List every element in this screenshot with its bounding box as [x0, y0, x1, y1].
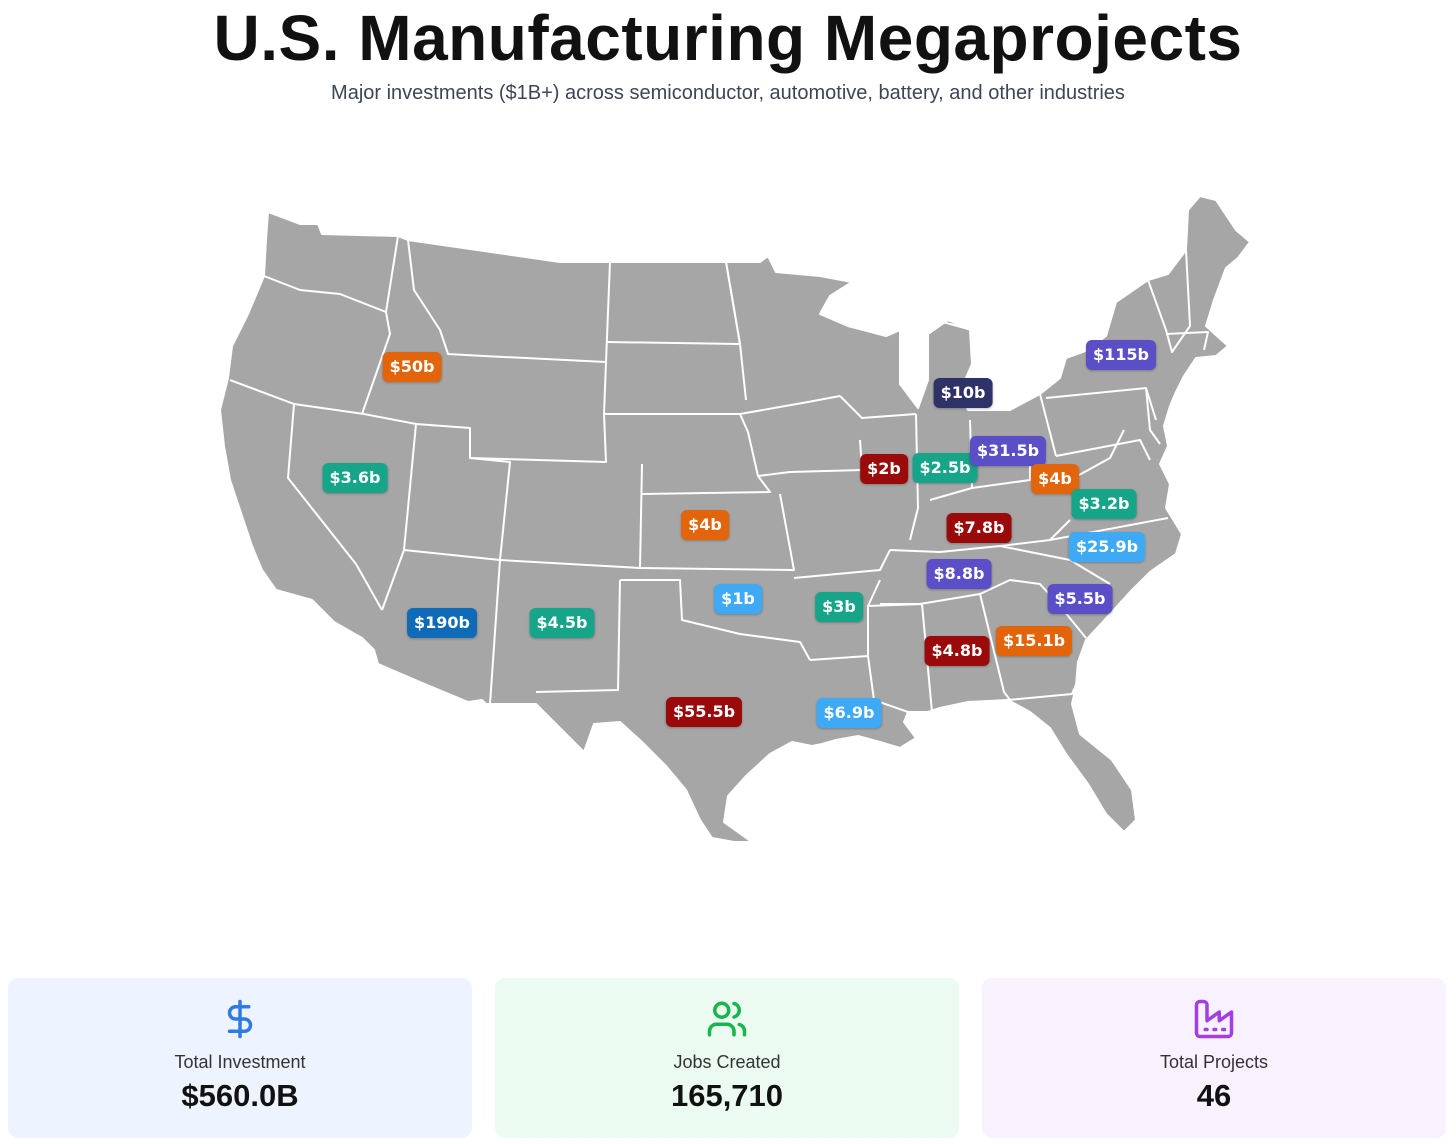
- page-title: U.S. Manufacturing Megaprojects: [213, 2, 1243, 74]
- us-map-shape: [219, 195, 1251, 843]
- az-nm: [489, 559, 501, 705]
- us-map: $50b $3.6b $190b $4.5b $4b $1b $55.5b $3b $6.9b $…: [219, 195, 1251, 843]
- id-boundary: [361, 235, 399, 415]
- mi-upper: [885, 317, 973, 337]
- factory-icon: [1193, 998, 1235, 1040]
- project-badge-nevada[interactable]: $3.6b: [322, 463, 388, 493]
- stat-value: $560.0B: [181, 1078, 299, 1113]
- users-icon: [706, 998, 748, 1040]
- project-badge-ohio[interactable]: $31.5b: [969, 436, 1047, 466]
- project-badge-arkansas[interactable]: $3b: [815, 592, 863, 622]
- project-badge-michigan[interactable]: $10b: [933, 378, 993, 408]
- mn-ia: [739, 395, 841, 415]
- project-badge-oklahoma[interactable]: $1b: [714, 584, 762, 614]
- stat-label: Total Investment: [174, 1052, 306, 1072]
- us-outline: [219, 195, 1251, 843]
- project-badge-arizona[interactable]: $190b: [407, 608, 477, 638]
- project-badge-kentucky[interactable]: $7.8b: [946, 513, 1012, 543]
- stat-label: Total Projects: [1159, 1052, 1269, 1072]
- ks-ok: [639, 493, 795, 571]
- project-badge-south-carolina[interactable]: $5.5b: [1047, 584, 1113, 614]
- stat-card-jobs-created: Jobs Created 165,710: [495, 978, 959, 1138]
- project-badge-georgia[interactable]: $15.1b: [995, 626, 1073, 656]
- project-badge-tennessee[interactable]: $8.8b: [926, 559, 992, 589]
- project-badge-louisiana[interactable]: $6.9b: [816, 698, 882, 728]
- dollar-icon: [219, 998, 261, 1040]
- ut-az: [403, 423, 511, 561]
- nj: [1145, 387, 1161, 445]
- project-badge-texas[interactable]: $55.5b: [665, 697, 743, 727]
- ms-la-border: [867, 579, 881, 656]
- al-ga: [979, 593, 1011, 701]
- project-badge-virginia[interactable]: $3.2b: [1071, 489, 1137, 519]
- project-badge-alabama[interactable]: $4.8b: [924, 636, 990, 666]
- pa-md: [1055, 439, 1151, 461]
- ar-la: [809, 655, 909, 713]
- stat-card-total-projects: Total Projects 46: [982, 978, 1446, 1138]
- project-badge-new-york[interactable]: $115b: [1086, 340, 1156, 370]
- il-in: [909, 413, 919, 541]
- mn-wi: [725, 261, 747, 401]
- project-badge-idaho[interactable]: $50b: [382, 352, 442, 382]
- project-badge-north-carolina[interactable]: $25.9b: [1068, 532, 1146, 562]
- stat-card-total-investment: Total Investment $560.0B: [8, 978, 472, 1138]
- stat-value: 46: [1196, 1078, 1232, 1113]
- wi-il: [839, 395, 917, 419]
- mo-ar: [793, 549, 891, 579]
- ne-ks: [641, 431, 771, 495]
- nm-tx: [535, 579, 621, 693]
- tn-al-ga: [880, 579, 1011, 605]
- or-ca-nv: [229, 379, 417, 425]
- ky-oh: [929, 460, 1031, 501]
- stat-label: Jobs Created: [673, 1052, 781, 1072]
- id-mt: [407, 239, 485, 357]
- ny-vt-nh: [1147, 249, 1191, 353]
- project-badge-illinois[interactable]: $2b: [860, 454, 908, 484]
- wa-or: [263, 275, 387, 313]
- project-badge-indiana[interactable]: $2.5b: [912, 453, 978, 483]
- ok-tx: [620, 579, 811, 661]
- project-badge-kansas[interactable]: $4b: [681, 510, 729, 540]
- project-badge-new-mexico[interactable]: $4.5b: [529, 608, 595, 638]
- oh-pa: [1039, 393, 1057, 457]
- ga-fl: [1007, 679, 1079, 701]
- ca-nv: [287, 403, 383, 611]
- ma-ct-ri: [1165, 331, 1209, 351]
- project-badge-west-virginia[interactable]: $4b: [1031, 464, 1079, 494]
- stat-value: 165,710: [670, 1078, 784, 1113]
- page-subtitle: Major investments ($1B+) across semicond…: [331, 82, 1125, 104]
- wy-co: [469, 361, 607, 463]
